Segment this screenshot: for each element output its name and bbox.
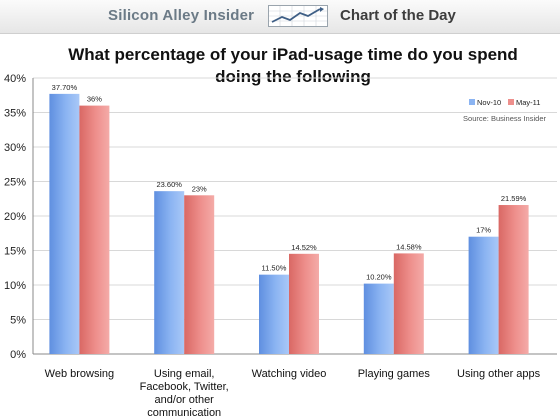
banner-brand: Silicon Alley Insider	[108, 7, 255, 24]
data-label: 10.20%	[366, 273, 392, 282]
bar	[289, 253, 319, 354]
bar	[259, 274, 289, 354]
trend-line-chart-icon	[268, 5, 328, 27]
x-tick-label: Watching video	[252, 368, 327, 380]
bar	[498, 205, 529, 354]
bar	[468, 236, 499, 354]
y-tick-label: 0%	[10, 349, 26, 361]
y-tick-label: 30%	[4, 142, 26, 154]
data-label: 11.50%	[262, 264, 287, 273]
banner: Silicon Alley Insider Chart of the Day	[0, 0, 560, 34]
y-tick-label: 35%	[4, 108, 26, 120]
data-label: 36%	[87, 95, 102, 104]
y-tick-label: 25%	[4, 177, 26, 189]
x-tick-label: Facebook, Twitter,	[140, 381, 229, 393]
bar	[363, 283, 394, 354]
chart-title-line: doing the following	[215, 67, 371, 86]
x-tick-label: communication	[147, 407, 221, 419]
data-label: 14.58%	[396, 242, 422, 251]
y-tick-label: 15%	[4, 246, 26, 258]
y-tick-label: 10%	[4, 280, 26, 292]
x-tick-label: Using email,	[154, 368, 215, 380]
y-tick-label: 5%	[10, 315, 26, 327]
x-tick-label: and/or other	[155, 394, 215, 406]
bar	[184, 195, 215, 354]
bar	[49, 93, 80, 355]
bar	[393, 253, 424, 354]
x-tick-label: Web browsing	[45, 368, 115, 380]
data-label: 14.52%	[291, 243, 317, 252]
bar	[79, 105, 110, 354]
bar	[154, 191, 185, 354]
chart-source: Source: Business Insider	[463, 114, 546, 123]
y-tick-label: 40%	[4, 73, 26, 85]
data-label: 23.60%	[156, 180, 182, 189]
data-label: 23%	[192, 184, 207, 193]
legend-label: Nov-10	[477, 98, 501, 107]
data-label: 21.59%	[501, 194, 527, 203]
x-tick-label: Using other apps	[457, 368, 541, 380]
y-tick-label: 20%	[4, 211, 26, 223]
data-label: 17%	[476, 226, 491, 235]
legend-swatch	[508, 99, 514, 105]
legend-label: May-11	[516, 98, 540, 107]
chart-title-line: What percentage of your iPad-usage time …	[68, 45, 518, 64]
legend-swatch	[469, 99, 475, 105]
x-tick-label: Playing games	[358, 368, 431, 380]
data-label: 37.70%	[52, 83, 78, 92]
banner-section: Chart of the Day	[340, 7, 456, 24]
